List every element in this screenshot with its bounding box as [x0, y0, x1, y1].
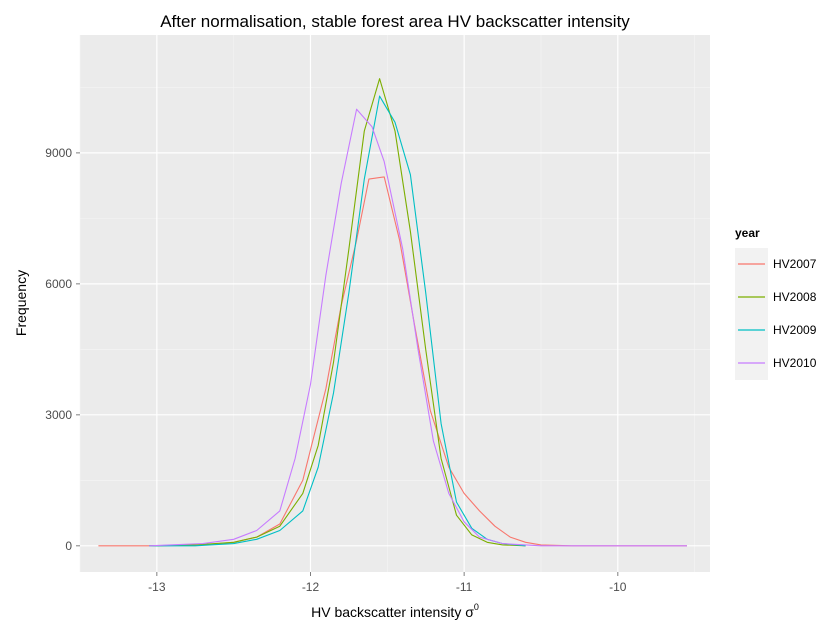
x-tick-label: -12 [302, 580, 320, 594]
plot-panel [80, 35, 710, 572]
y-tick-label: 3000 [45, 408, 72, 422]
legend-title: year [735, 226, 760, 240]
legend-label-hv2007: HV2007 [773, 257, 817, 271]
x-axis-title: HV backscatter intensity σ0 [311, 602, 479, 620]
x-tick-label: -11 [456, 580, 473, 594]
y-tick-label: 9000 [45, 146, 72, 160]
series-layer [98, 78, 687, 547]
chart-title: After normalisation, stable forest area … [160, 12, 630, 31]
legend: year HV2007 HV2008 HV2009 HV2010 [735, 226, 817, 380]
x-tick-label: -13 [148, 580, 166, 594]
x-axis-title-superscript: 0 [474, 602, 479, 612]
legend-label-hv2010: HV2010 [773, 356, 817, 370]
y-axis-title: Frequency [13, 270, 29, 336]
grid-minor [79, 35, 710, 572]
legend-label-hv2009: HV2009 [773, 323, 817, 337]
series-line-hv2010 [149, 108, 687, 547]
legend-label-hv2008: HV2008 [773, 290, 817, 304]
y-axis: 0 3000 6000 9000 [45, 146, 80, 553]
y-tick-label: 0 [65, 539, 72, 553]
series-line-hv2008 [149, 78, 526, 547]
x-axis-title-text: HV backscatter intensity σ [311, 604, 474, 620]
x-axis: -13 -12 -11 -10 [148, 572, 627, 594]
series-line-hv2009 [149, 95, 526, 547]
y-tick-label: 6000 [45, 277, 72, 291]
x-tick-label: -10 [609, 580, 627, 594]
